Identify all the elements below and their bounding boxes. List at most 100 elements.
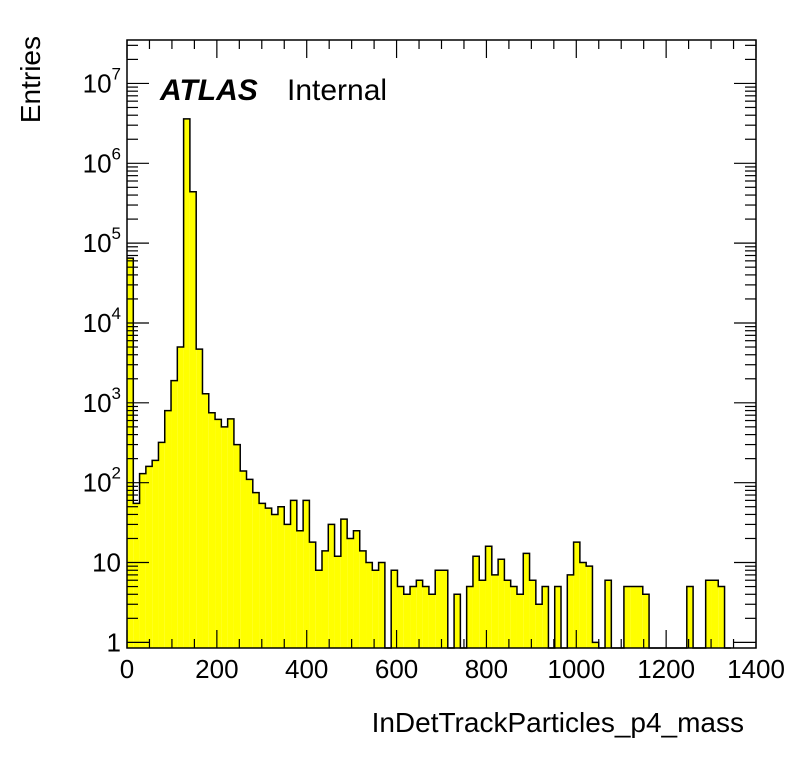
y-tick-label: 106 — [83, 144, 121, 178]
histogram-bar — [435, 570, 442, 648]
histogram-bar — [158, 442, 165, 648]
histogram-bar — [171, 380, 178, 648]
x-axis-tick-labels: 0 200 400 600 800 1000 1200 1400 — [120, 654, 785, 684]
histogram-bar — [252, 492, 260, 648]
y-tick-label: 105 — [83, 224, 121, 258]
histogram-bar — [542, 586, 549, 648]
histogram-bar — [567, 574, 574, 648]
histogram-bar — [359, 550, 367, 648]
histogram-bar — [145, 466, 153, 648]
histogram-bar — [472, 556, 480, 648]
histogram-bar — [340, 519, 348, 648]
histogram-bar — [334, 556, 341, 648]
histogram-bar — [378, 562, 385, 648]
histogram-bar — [196, 349, 203, 648]
histogram-bar — [271, 514, 278, 648]
histogram-bar — [164, 410, 172, 648]
histogram-bar — [485, 546, 492, 648]
x-tick-label: 1200 — [637, 654, 695, 684]
histogram-bar — [573, 542, 580, 648]
histogram-bar — [183, 118, 190, 649]
atlas-label: ATLAS — [159, 74, 258, 107]
histogram-bar — [208, 412, 216, 648]
x-axis-ticks — [126, 40, 757, 648]
histogram-bar — [233, 444, 241, 648]
histogram-bar — [227, 418, 234, 648]
histogram-bar — [579, 562, 587, 648]
histogram-bar — [347, 538, 354, 648]
histogram-bar — [491, 574, 499, 648]
histogram-bar — [718, 586, 725, 648]
histogram-bar — [296, 530, 304, 648]
x-tick-label: 600 — [375, 654, 418, 684]
histogram-bar — [284, 524, 291, 648]
histogram-bar — [623, 586, 631, 648]
histogram-bar — [328, 524, 335, 648]
histogram-bar — [240, 471, 247, 648]
x-tick-label: 200 — [195, 654, 238, 684]
histogram-bar — [303, 500, 310, 648]
histogram-bar — [246, 479, 253, 648]
x-tick-label: 800 — [465, 654, 508, 684]
histogram-bars — [127, 118, 725, 649]
histogram-bar — [422, 586, 429, 648]
histogram-bar — [410, 586, 417, 648]
x-tick-label: 0 — [120, 654, 134, 684]
histogram-bar — [372, 570, 379, 648]
histogram-bar — [535, 604, 543, 648]
histogram-bar — [711, 580, 719, 648]
histogram-bar — [259, 503, 266, 648]
histogram-bar — [189, 191, 197, 648]
y-tick-label: 10 — [92, 548, 121, 578]
histogram-bar — [523, 553, 530, 648]
histogram-bar — [177, 347, 184, 648]
histogram-bar — [366, 562, 373, 648]
histogram-bar — [454, 594, 461, 648]
histogram-bar — [127, 258, 134, 648]
y-tick-label: 103 — [83, 384, 121, 418]
histogram-bar — [265, 508, 272, 648]
histogram-bar — [315, 570, 322, 648]
histogram-bar — [391, 570, 398, 648]
y-tick-label: 1 — [107, 627, 121, 657]
y-tick-label: 102 — [83, 464, 121, 498]
y-axis-tick-labels: 1 10 102 103 104 105 106 107 — [83, 64, 121, 657]
y-axis-ticks — [127, 44, 756, 643]
y-tick-label: 104 — [83, 304, 121, 338]
x-tick-label: 1400 — [727, 654, 785, 684]
y-axis-title: Entries — [15, 36, 46, 123]
histogram-bar — [152, 460, 159, 648]
histogram-bar — [516, 594, 524, 648]
internal-label: Internal — [287, 74, 387, 107]
histogram-bar — [133, 503, 140, 648]
histogram-bar — [592, 642, 599, 648]
histogram-bar — [277, 506, 285, 648]
histogram-bar — [686, 586, 694, 648]
histogram-bar — [630, 586, 637, 648]
histogram-bar — [397, 586, 404, 648]
x-axis-title: InDetTrackParticles_p4_mass — [372, 707, 744, 738]
histogram-bar — [290, 500, 297, 648]
histogram-bar — [139, 473, 146, 648]
histogram-bar — [321, 550, 329, 648]
histogram-bar — [504, 580, 511, 648]
histogram-bar — [353, 530, 360, 648]
x-tick-label: 1000 — [547, 654, 605, 684]
histogram-bar — [510, 586, 517, 648]
histogram-bar — [221, 426, 228, 648]
histogram-bar — [466, 586, 473, 648]
histogram-bar — [498, 559, 505, 648]
histogram-bar — [215, 419, 222, 648]
histogram-bar — [428, 594, 436, 648]
histogram-bar — [479, 580, 486, 648]
histogram-bar — [416, 580, 423, 648]
histogram-bar — [586, 566, 593, 648]
histogram-bar — [554, 586, 562, 648]
y-tick-label: 107 — [83, 64, 121, 98]
histogram-bar — [636, 586, 643, 648]
histogram-bar — [202, 393, 209, 648]
histogram-bar — [705, 580, 712, 648]
histogram-bar — [642, 594, 650, 648]
histogram-bar — [403, 594, 411, 648]
